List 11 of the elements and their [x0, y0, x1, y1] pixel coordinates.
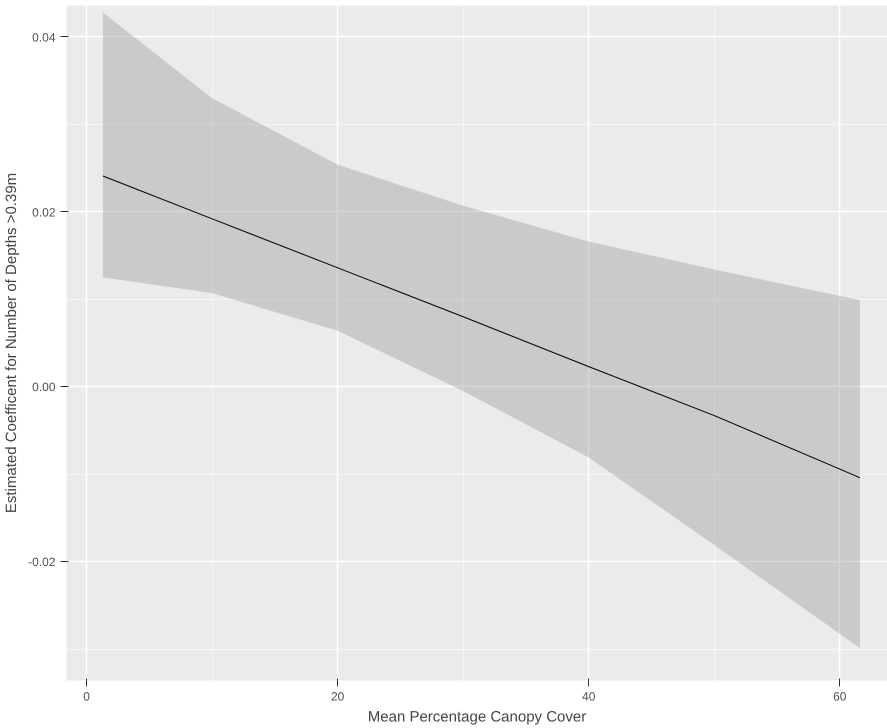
line-series	[102, 176, 860, 478]
y-tick-label: -0.02	[28, 555, 56, 570]
y-tick-label: 0.04	[32, 30, 56, 44]
x-tick-label: 20	[330, 690, 345, 704]
y-tick-label: 0.00	[32, 380, 56, 394]
x-axis-title: Mean Percentage Canopy Cover	[368, 708, 586, 726]
x-tick-label: 60	[833, 690, 847, 704]
x-tick-label: 0	[83, 690, 90, 704]
y-tick-label: 0.02	[32, 205, 56, 220]
y-axis-title: Estimated Coefficent for Number of Depths >0.39m	[3, 172, 20, 514]
x-tick-label: 40	[582, 690, 596, 704]
